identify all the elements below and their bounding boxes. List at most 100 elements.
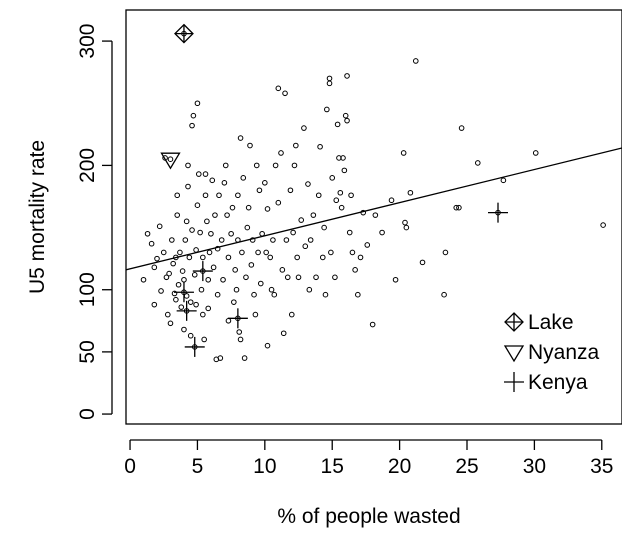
- data-point: [291, 162, 298, 169]
- data-point: [179, 268, 186, 274]
- data-point: [198, 286, 205, 293]
- data-point: [245, 204, 252, 211]
- data-point: [243, 274, 249, 281]
- data-point: [187, 332, 194, 339]
- data-point: [208, 230, 214, 237]
- data-point: [177, 249, 183, 256]
- data-point: [344, 117, 350, 124]
- x-tick-label: 0: [124, 455, 136, 478]
- data-point: [244, 224, 251, 231]
- data-point: [321, 224, 327, 231]
- x-tick-label: 15: [321, 455, 344, 478]
- data-point: [600, 222, 606, 228]
- data-point: [267, 254, 274, 261]
- data-point: [315, 192, 322, 199]
- data-point: [324, 106, 330, 113]
- data-point: [148, 240, 155, 247]
- data-point: [340, 155, 346, 161]
- highlight-point: [174, 23, 194, 44]
- legend: Lake Nyanza Kenya: [503, 311, 600, 394]
- highlight-point: [488, 202, 508, 223]
- data-point: [200, 254, 206, 261]
- trend-line: [126, 147, 622, 271]
- data-point: [201, 336, 207, 343]
- highlight-point: [160, 152, 181, 170]
- data-point: [372, 212, 379, 218]
- data-point: [306, 286, 313, 293]
- data-point: [249, 237, 256, 243]
- data-point: [275, 85, 282, 92]
- data-point: [403, 224, 410, 231]
- data-point: [251, 291, 257, 298]
- data-point: [193, 301, 199, 308]
- data-point: [202, 171, 209, 177]
- data-point: [194, 100, 201, 107]
- data-point: [336, 155, 342, 161]
- x-tick-label: 10: [253, 455, 276, 478]
- data-point: [294, 254, 300, 261]
- data-point: [154, 255, 160, 262]
- data-point: [264, 206, 271, 212]
- data-point: [379, 229, 385, 236]
- data-point: [144, 230, 151, 237]
- y-axis: 0 50 100 200 300: [76, 24, 113, 420]
- data-point: [456, 204, 462, 211]
- data-point: [158, 288, 164, 294]
- data-point: [169, 237, 175, 243]
- data-point: [225, 254, 232, 261]
- data-point: [140, 276, 147, 283]
- data-point: [151, 264, 158, 271]
- data-point: [326, 80, 333, 87]
- data-point: [218, 237, 225, 243]
- data-point: [500, 177, 507, 184]
- data-point: [319, 254, 326, 261]
- data-point: [352, 267, 358, 273]
- data-point: [255, 249, 261, 256]
- data-point: [237, 336, 244, 343]
- data-point: [313, 274, 319, 281]
- data-point: [195, 171, 202, 177]
- plot-frame: [125, 9, 622, 425]
- highlight-point: [173, 282, 194, 303]
- data-point: [210, 264, 217, 271]
- data-point: [369, 321, 376, 328]
- data-point: [474, 160, 481, 166]
- data-point: [334, 121, 341, 128]
- data-point: [173, 254, 179, 261]
- data-point: [346, 229, 353, 236]
- data-point: [175, 281, 182, 288]
- data-point: [166, 270, 172, 277]
- data-point: [247, 142, 253, 149]
- data-point: [217, 355, 224, 361]
- data-point: [287, 187, 294, 194]
- data-point: [302, 243, 309, 250]
- data-point: [160, 249, 167, 256]
- x-tick-label: 35: [590, 455, 613, 478]
- data-point: [284, 274, 291, 281]
- data-point: [212, 212, 218, 218]
- y-tick-label: 0: [76, 408, 99, 420]
- data-point: [206, 249, 213, 256]
- data-point: [205, 276, 212, 283]
- data-point: [263, 249, 269, 256]
- data-point: [271, 291, 278, 298]
- data-point: [332, 274, 338, 281]
- data-point: [272, 162, 279, 169]
- data-point: [307, 237, 314, 243]
- x-tick-label: 25: [455, 455, 478, 478]
- data-point: [197, 229, 203, 236]
- data-point: [214, 245, 221, 252]
- data-point: [185, 162, 191, 169]
- y-tick-label: 300: [76, 24, 99, 59]
- data-point: [222, 162, 229, 169]
- data-point: [441, 291, 447, 298]
- data-point: [236, 329, 243, 335]
- data-point: [259, 230, 265, 237]
- highlight-point: [176, 300, 197, 321]
- highlight-point: [192, 261, 213, 282]
- data-point: [341, 167, 348, 174]
- data-point: [252, 311, 259, 318]
- data-point: [532, 150, 539, 156]
- data-point: [349, 249, 356, 256]
- data-point: [253, 162, 260, 169]
